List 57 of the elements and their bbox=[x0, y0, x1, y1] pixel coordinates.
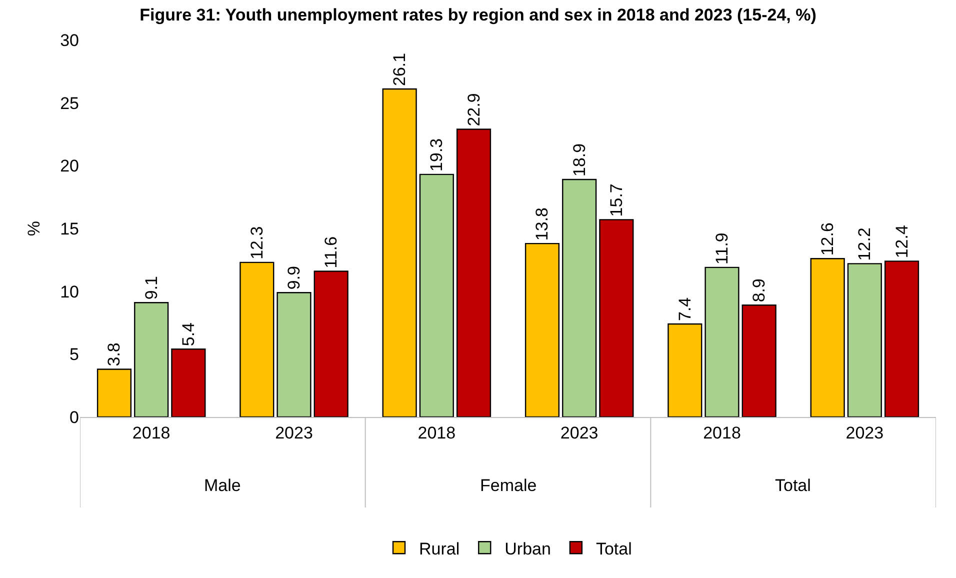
legend-label: Total bbox=[596, 539, 632, 558]
data-label: 26.1 bbox=[390, 52, 410, 86]
data-label: 19.3 bbox=[427, 138, 446, 172]
data-label: 8.9 bbox=[750, 278, 769, 302]
bar bbox=[704, 266, 740, 417]
x-tick-label: 2018 bbox=[418, 423, 456, 442]
bar bbox=[668, 323, 702, 417]
x-tick-label: 2023 bbox=[560, 423, 598, 442]
bar bbox=[240, 262, 274, 417]
data-label: 11.9 bbox=[712, 232, 732, 264]
data-label: 7.4 bbox=[675, 297, 694, 322]
y-tick-label: 10 bbox=[60, 282, 79, 302]
bar bbox=[810, 258, 845, 417]
bar bbox=[171, 348, 206, 417]
data-label: 11.6 bbox=[322, 236, 341, 268]
data-label: 12.6 bbox=[818, 222, 838, 256]
x-tick-label: 2023 bbox=[846, 423, 884, 442]
data-label: 9.1 bbox=[142, 276, 161, 300]
y-tick-label: 15 bbox=[60, 219, 79, 238]
data-label: 12.2 bbox=[855, 228, 874, 261]
bar bbox=[742, 304, 776, 417]
legend-label: Urban bbox=[504, 539, 551, 558]
legend-label: Rural bbox=[419, 539, 460, 558]
data-label: 5.4 bbox=[178, 322, 198, 346]
data-label: 9.9 bbox=[284, 266, 304, 290]
bar bbox=[382, 88, 417, 417]
text: Male bbox=[204, 476, 241, 495]
y-tick-label: 30 bbox=[60, 30, 79, 50]
data-label: 15.7 bbox=[606, 184, 626, 217]
bar bbox=[847, 263, 882, 417]
x-tick-label: 2023 bbox=[275, 423, 313, 442]
bar bbox=[96, 368, 132, 417]
data-label: 22.9 bbox=[464, 93, 484, 126]
y-tick-label: 25 bbox=[60, 94, 79, 113]
y-tick-label: 5 bbox=[70, 345, 79, 364]
text: Total bbox=[775, 476, 811, 495]
bar bbox=[884, 260, 920, 417]
bar bbox=[419, 174, 454, 417]
bar bbox=[562, 178, 597, 417]
data-label: 3.8 bbox=[104, 342, 124, 366]
data-label: 12.4 bbox=[892, 225, 912, 258]
bar bbox=[456, 128, 492, 417]
bar bbox=[314, 270, 348, 417]
chart-title: Figure 31: Youth unemployment rates by region and sex in 2018 and 2023 (15-24, %) bbox=[140, 6, 816, 25]
data-label: 12.3 bbox=[247, 226, 266, 260]
bar bbox=[134, 302, 169, 417]
data-label: 13.8 bbox=[532, 207, 552, 241]
x-tick-label: 2018 bbox=[703, 423, 741, 442]
data-label: 18.9 bbox=[570, 143, 589, 176]
y-tick-label: 0 bbox=[70, 408, 79, 427]
y-tick-label: 20 bbox=[60, 156, 79, 176]
bar bbox=[599, 219, 634, 417]
bar bbox=[276, 292, 312, 417]
x-tick-label: 2018 bbox=[132, 423, 170, 442]
text: Female bbox=[480, 476, 537, 495]
y-axis-title: % bbox=[24, 220, 44, 236]
bar bbox=[524, 242, 560, 417]
